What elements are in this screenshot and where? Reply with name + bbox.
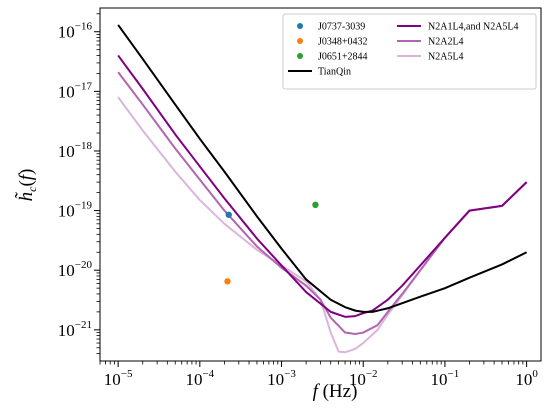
legend: J0737-3039 J0348+0432 J0651+2844 TianQin N2A… — [282, 13, 537, 90]
x-tick-label: 10−3 — [267, 368, 296, 389]
legend-marker-j0651-2844 — [297, 53, 303, 59]
legend-label-n2a5l4: N2A5L4 — [428, 52, 464, 63]
series-line-n2a5l4 — [117, 96, 528, 354]
y-tick-label: 10−18 — [58, 140, 93, 161]
legend-label-tianqin: TianQin — [318, 67, 351, 78]
y-tick-label: 10−20 — [58, 259, 93, 280]
x-tick-label: 10−2 — [349, 368, 378, 389]
series-line-tianqin — [117, 24, 528, 313]
point-j0348-0432 — [224, 278, 231, 285]
x-tick-label: 100 — [515, 368, 538, 389]
y-tick-label: 10−17 — [58, 80, 93, 101]
series-line-n2a2l4 — [117, 71, 528, 336]
point-markers — [224, 201, 319, 285]
legend-label-j0737-3039: J0737-3039 — [318, 22, 365, 33]
legend-marker-j0737-3039 — [297, 23, 303, 29]
series-line-n2a1l4-and-n2a5l4 — [117, 54, 528, 318]
x-axis-label-unit: (Hz) — [318, 381, 358, 402]
y-tick-label: 10−16 — [58, 21, 93, 42]
x-tick-label: 10−4 — [185, 368, 214, 389]
x-axis-label: f (Hz) — [313, 381, 358, 402]
x-tick-label: 10−5 — [104, 368, 133, 389]
y-axis-label: h̃c(f) — [15, 169, 39, 202]
point-j0737-3039 — [225, 211, 232, 218]
legend-label-j0348-0432: J0348+0432 — [318, 37, 368, 48]
y-axis-label-sub: c — [25, 186, 39, 192]
x-tick-label: 10−1 — [431, 368, 460, 389]
y-tick-label: 10−19 — [58, 200, 93, 221]
axis-ticks: 10−5 10−4 10−3 10−2 10−1 100 10−21 10−20 10−19 10… — [58, 13, 538, 389]
legend-label-n2a1l4-and-n2a5l4: N2A1L4,and N2A5L4 — [428, 22, 519, 33]
y-tick-label: 10−21 — [58, 319, 92, 340]
legend-marker-j0348-0432 — [297, 38, 303, 44]
legend-label-n2a2l4: N2A2L4 — [428, 37, 464, 48]
y-axis-label-var: h̃ — [15, 192, 37, 202]
legend-label-j0651-2844: J0651+2844 — [318, 52, 368, 63]
x-axis-label-var: f — [313, 381, 321, 402]
point-j0651-2844 — [312, 201, 319, 209]
legend-box — [282, 13, 537, 90]
y-axis-label-arg: (f) — [16, 169, 37, 187]
series-lines — [117, 24, 528, 354]
svg-text:h̃c(f): h̃c(f) — [15, 169, 39, 202]
